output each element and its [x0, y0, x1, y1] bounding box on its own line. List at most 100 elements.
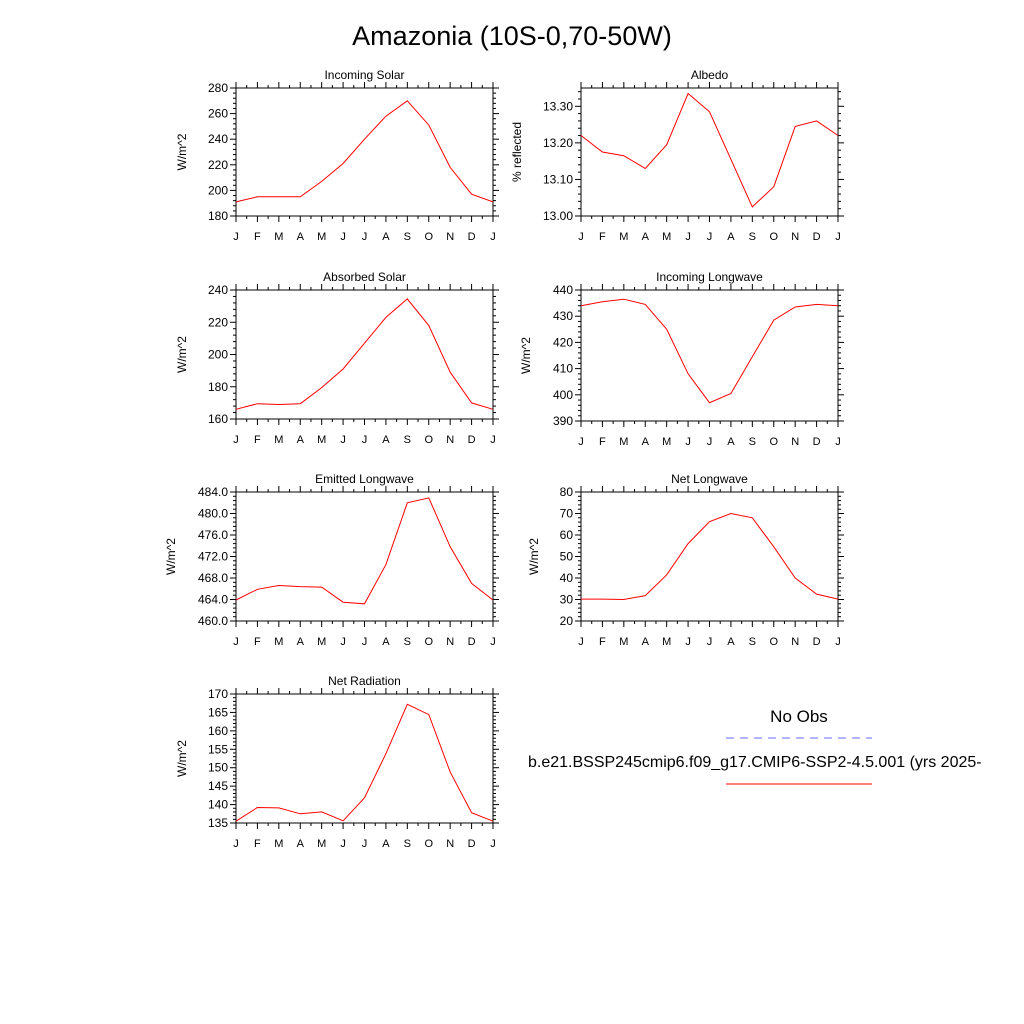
x-tick-label: A: [727, 231, 735, 243]
x-tick-label: D: [813, 231, 821, 243]
y-tick-label: 484.0: [198, 485, 228, 499]
x-tick-label: J: [707, 436, 713, 448]
x-tick-label: M: [317, 434, 326, 446]
y-tick-label: 220: [208, 315, 228, 329]
y-tick-label: 150: [208, 761, 228, 775]
y-tick-label: 200: [208, 348, 228, 362]
x-tick-label: M: [317, 231, 326, 243]
plot-frame: [580, 289, 839, 422]
x-tick-label: M: [619, 231, 628, 243]
x-tick-label: S: [404, 838, 411, 850]
x-tick-label: A: [382, 636, 390, 648]
y-tick-label: 13.30: [543, 99, 573, 113]
y-tick-label: 260: [208, 107, 228, 121]
x-tick-label: J: [233, 838, 239, 850]
x-tick-label: D: [468, 636, 476, 648]
x-tick-label: M: [317, 636, 326, 648]
y-tick-label: 240: [208, 132, 228, 146]
x-tick-label: O: [424, 636, 433, 648]
series-line: [235, 497, 494, 605]
x-tick-label: J: [578, 636, 584, 648]
y-tick-label: 440: [553, 283, 573, 297]
y-axis-label: W/m^2: [175, 336, 189, 373]
series-line: [580, 92, 839, 208]
x-tick-label: F: [254, 434, 261, 446]
x-tick-label: A: [642, 636, 650, 648]
x-tick-label: J: [340, 231, 346, 243]
y-tick-label: 13.00: [543, 209, 573, 223]
x-tick-label: N: [791, 231, 799, 243]
y-axis-label: W/m^2: [519, 337, 533, 374]
plot-frame: [580, 87, 839, 217]
x-tick-label: O: [424, 231, 433, 243]
x-tick-label: J: [490, 838, 496, 850]
x-tick-label: J: [340, 636, 346, 648]
y-axis-label: % reflected: [510, 122, 524, 182]
y-tick-label: 13.10: [543, 172, 573, 186]
x-tick-label: N: [446, 434, 454, 446]
y-tick-label: 472.0: [198, 550, 228, 564]
x-tick-label: D: [468, 231, 476, 243]
y-tick-label: 60: [560, 528, 574, 542]
x-tick-label: M: [274, 636, 283, 648]
x-tick-label: M: [274, 231, 283, 243]
x-tick-label: O: [769, 436, 778, 448]
y-axis-label: W/m^2: [175, 133, 189, 170]
series-line: [581, 512, 839, 601]
x-tick-label: F: [254, 636, 261, 648]
x-tick-label: A: [297, 838, 305, 850]
x-tick-label: J: [340, 434, 346, 446]
x-tick-label: J: [707, 636, 713, 648]
y-axis-label: W/m^2: [175, 740, 189, 777]
panel-title: Emitted Longwave: [315, 472, 414, 486]
x-tick-label: M: [274, 434, 283, 446]
figure-title: Amazonia (10S-0,70-50W): [352, 21, 672, 51]
plot-frame: [235, 693, 494, 824]
y-tick-label: 20: [560, 614, 574, 628]
y-tick-label: 135: [208, 816, 228, 830]
x-tick-label: A: [382, 434, 390, 446]
x-tick-label: S: [749, 636, 756, 648]
x-tick-label: J: [578, 231, 584, 243]
x-tick-label: S: [404, 231, 411, 243]
x-tick-label: F: [254, 231, 261, 243]
x-tick-label: M: [317, 838, 326, 850]
plot-frame: [235, 289, 494, 420]
plot-frame: [235, 491, 494, 622]
x-tick-label: J: [835, 636, 841, 648]
x-tick-label: D: [813, 436, 821, 448]
x-tick-label: J: [362, 231, 368, 243]
x-tick-label: J: [578, 436, 584, 448]
y-tick-label: 40: [560, 571, 574, 585]
x-tick-label: O: [424, 838, 433, 850]
x-tick-label: O: [769, 231, 778, 243]
x-tick-label: J: [490, 434, 496, 446]
series-line: [580, 298, 839, 404]
y-tick-label: 420: [553, 335, 573, 349]
x-tick-label: F: [599, 231, 606, 243]
x-tick-label: S: [404, 636, 411, 648]
y-tick-label: 13.20: [543, 136, 573, 150]
x-tick-label: J: [340, 838, 346, 850]
panel-5: J F M A M J J A S O N D J460.0464.0468.0472.0476.048…: [164, 472, 499, 648]
y-tick-label: 400: [553, 388, 573, 402]
y-axis-label: W/m^2: [164, 538, 178, 575]
y-tick-label: 180: [208, 380, 228, 394]
y-tick-label: 165: [208, 705, 228, 719]
x-tick-label: J: [362, 838, 368, 850]
x-tick-label: N: [446, 838, 454, 850]
y-axis-label: W/m^2: [527, 538, 541, 575]
x-tick-label: M: [662, 231, 671, 243]
x-tick-label: A: [727, 436, 735, 448]
panel-title: Albedo: [691, 68, 729, 82]
x-tick-label: N: [791, 436, 799, 448]
series-line: [235, 298, 494, 410]
series-line: [235, 100, 494, 203]
y-tick-label: 464.0: [198, 593, 228, 607]
y-tick-label: 145: [208, 779, 228, 793]
panel-7: J F M A M J J A S O N D J135140145150155160165170Net…: [175, 674, 499, 850]
panel-title: Incoming Solar: [324, 68, 404, 82]
plot-frame: [580, 491, 839, 622]
